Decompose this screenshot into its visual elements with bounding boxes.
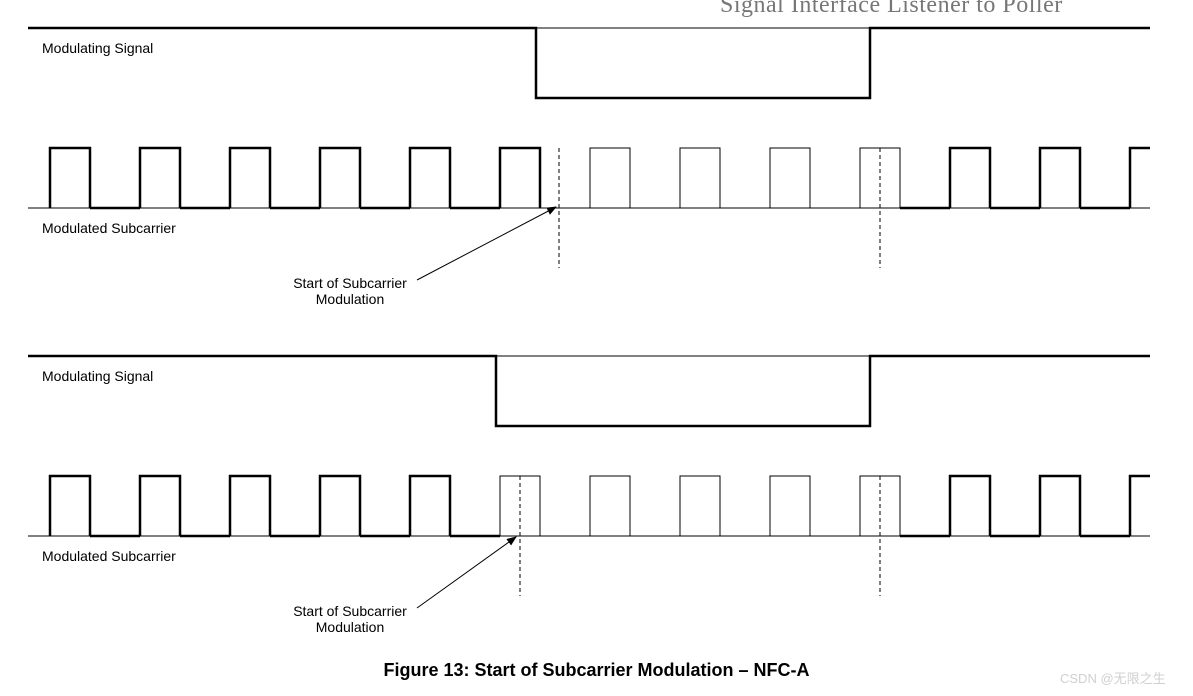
subcarrier-pulses-1: [50, 148, 1150, 208]
csdn-watermark: CSDN @无限之生: [1060, 668, 1166, 687]
modulated-subcarrier-label-2: Modulated Subcarrier: [42, 548, 176, 564]
start-annotation-l1-1: Start of Subcarrier: [293, 275, 407, 291]
modulating-signal-label-1: Modulating Signal: [42, 40, 153, 56]
figure-caption: Figure 13: Start of Subcarrier Modulatio…: [0, 660, 1193, 681]
panel-2: [28, 356, 1150, 608]
start-annotation-l2-2: Modulation: [316, 619, 385, 635]
modulating-signal-trace-2: [28, 356, 1150, 426]
modulating-signal-trace-1: [28, 28, 1150, 98]
subcarrier-pulses-2: [50, 476, 1150, 536]
start-annotation-l1-2: Start of Subcarrier: [293, 603, 407, 619]
panel-1: [28, 28, 1150, 280]
modulating-signal-label-2: Modulating Signal: [42, 368, 153, 384]
start-annotation-1: Start of Subcarrier Modulation: [280, 275, 420, 307]
annotation-arrow-1: [417, 207, 556, 280]
annotation-arrow-2: [417, 537, 516, 608]
page-header-cutoff: Signal Interface Listener to Poller: [720, 0, 1063, 19]
modulated-subcarrier-label-1: Modulated Subcarrier: [42, 220, 176, 236]
start-annotation-2: Start of Subcarrier Modulation: [280, 603, 420, 635]
start-annotation-l2-1: Modulation: [316, 291, 385, 307]
diagram-svg: [0, 0, 1193, 696]
